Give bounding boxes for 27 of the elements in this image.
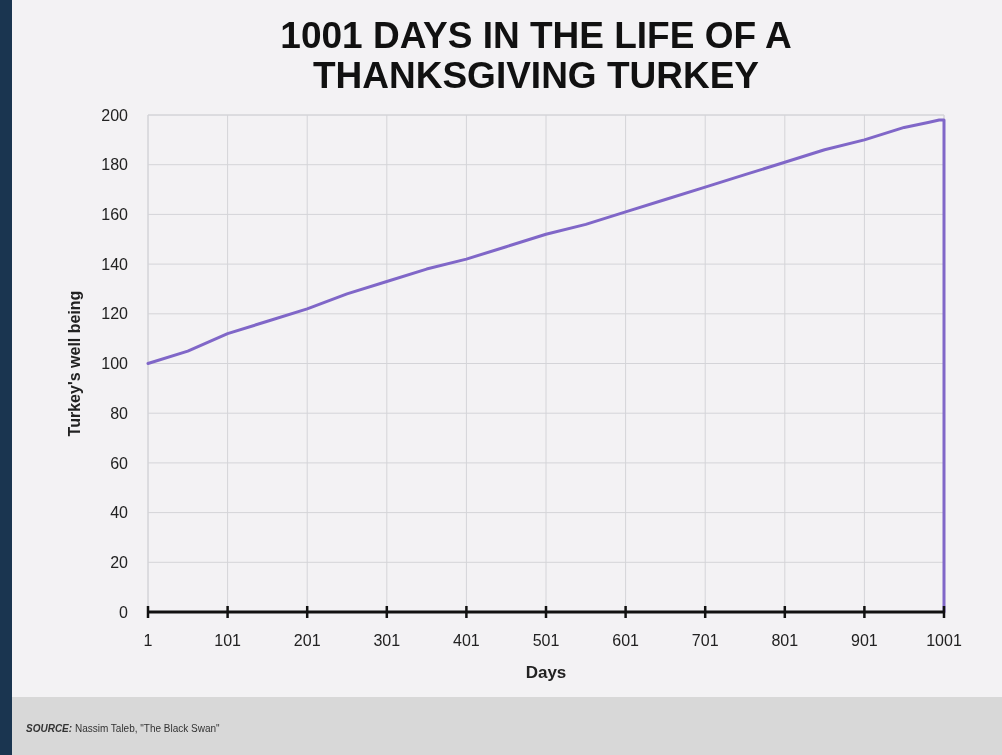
- y-tick-label: 20: [110, 553, 129, 571]
- x-tick-label: 901: [851, 632, 878, 649]
- x-tick-label: 701: [691, 632, 719, 649]
- y-tick-label: 120: [101, 305, 129, 323]
- x-tick-label: 301: [373, 632, 401, 649]
- y-tick-label: 80: [110, 404, 129, 422]
- chart-title: 1001 DAYS IN THE LIFE OF A THANKSGIVING TURKEY: [280, 15, 792, 96]
- line-series: [146, 118, 946, 614]
- y-tick-label: 40: [110, 504, 129, 522]
- y-tick-label: 0: [119, 603, 129, 621]
- y-tick-label: 60: [110, 454, 129, 472]
- x-axis-title: Days: [525, 663, 567, 682]
- x-tick-label: 401: [453, 632, 480, 649]
- y-tick-label: 140: [101, 255, 129, 273]
- y-axis-title: Turkey's well being: [66, 290, 83, 437]
- y-tick-label: 160: [101, 206, 129, 223]
- x-tick-label: 801: [771, 632, 799, 649]
- x-tick-label: 201: [293, 632, 321, 649]
- y-tick-label: 100: [101, 355, 129, 373]
- x-tick-label: 1001: [926, 632, 962, 649]
- y-tick-label: 180: [101, 156, 129, 174]
- y-tick-label: 200: [101, 106, 129, 124]
- source-note: SOURCE: Nassim Taleb, "The Black Swan": [26, 723, 221, 734]
- x-tick-label: 601: [612, 632, 640, 649]
- x-tick-label: 101: [214, 632, 242, 649]
- x-tick-label: 1: [143, 632, 153, 649]
- x-tick-label: 501: [532, 632, 560, 649]
